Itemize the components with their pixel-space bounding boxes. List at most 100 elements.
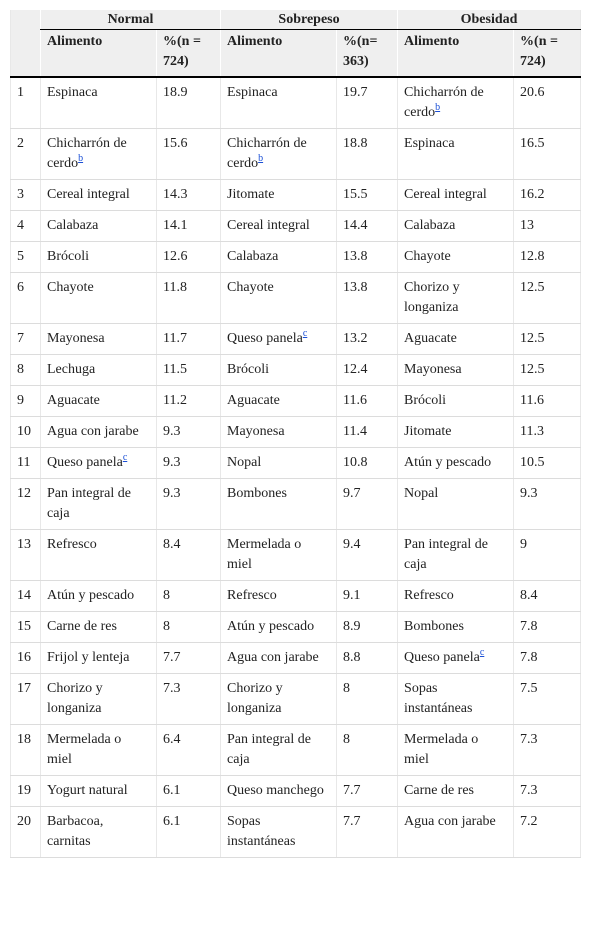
food-name: Cereal integral (227, 218, 310, 233)
food-name: Nopal (404, 486, 439, 501)
rank-cell: 3 (10, 179, 41, 211)
food-name: Atún y pescado (404, 455, 492, 470)
footnote-link[interactable]: b (78, 153, 84, 165)
food-name: Atún y pescado (227, 619, 315, 634)
percent-cell: 7.5 (513, 673, 581, 725)
food-cell: Queso manchego (220, 775, 337, 807)
food-cell: Pan integral de caja (220, 724, 337, 776)
food-cell: Espinaca (397, 128, 514, 180)
rank-cell: 9 (10, 385, 41, 417)
food-cell: Chorizo y longaniza (220, 673, 337, 725)
percent-cell: 18.9 (155, 77, 221, 129)
table-row: 4 Calabaza 14.1 Cereal integral 14.4 Calabaza… (10, 210, 581, 242)
rank-cell: 19 (10, 775, 41, 807)
rank-cell: 7 (10, 323, 41, 355)
table-row: 12 Pan integral de caja 9.3 Bombones 9.7 Nopa… (10, 478, 581, 530)
percent-cell: 12.4 (336, 354, 398, 386)
food-name: Refresco (404, 588, 454, 603)
percent-cell: 9.7 (336, 478, 398, 530)
food-cell: Chorizo y longaniza (397, 272, 514, 324)
food-cell: Mermelada o miel (40, 724, 157, 776)
table-row: 16 Frijol y lenteja 7.7 Agua con jarabe 8.8 Q… (10, 642, 581, 674)
food-cell: Atún y pescado (220, 611, 337, 643)
food-cell: Nopal (220, 447, 337, 479)
food-name: Lechuga (47, 362, 96, 377)
footnote-link[interactable]: c (122, 452, 128, 464)
column-header: %(n= 363) (336, 29, 398, 78)
food-name: Pan integral de caja (227, 732, 311, 767)
food-name: Chorizo y longaniza (47, 681, 103, 716)
footnote-link[interactable]: b (258, 153, 264, 165)
column-header: %(n = 724) (513, 29, 581, 78)
food-name: Sopas instantáneas (404, 681, 473, 716)
food-cell: Agua con jarabe (220, 642, 337, 674)
percent-cell: 9.3 (155, 478, 221, 530)
percent-cell: 7.7 (336, 775, 398, 807)
food-cell: Atún y pescado (397, 447, 514, 479)
column-header: Alimento (220, 29, 337, 78)
rank-cell: 13 (10, 529, 41, 581)
percent-cell: 16.2 (513, 179, 581, 211)
footnote: c (303, 326, 307, 339)
column-header-row: Alimento %(n = 724) Alimento %(n= 363) A… (10, 29, 581, 78)
table-body: 1 Espinaca 18.9 Espinaca 19.7 Chicharrón de c… (10, 77, 581, 858)
percent-cell: 7.3 (155, 673, 221, 725)
footnote: b (435, 100, 440, 113)
percent-cell: 9.3 (155, 416, 221, 448)
food-cell: Frijol y lenteja (40, 642, 157, 674)
food-cell: Refresco (220, 580, 337, 612)
group-header: Obesidad (397, 10, 581, 30)
food-name: Jitomate (227, 187, 275, 202)
percent-cell: 13 (513, 210, 581, 242)
percent-cell: 11.4 (336, 416, 398, 448)
percent-cell: 13.8 (336, 272, 398, 324)
percent-cell: 7.8 (513, 642, 581, 674)
rank-cell: 2 (10, 128, 41, 180)
food-cell: Calabaza (40, 210, 157, 242)
footnote-link[interactable]: c (479, 647, 485, 659)
table-row: 9 Aguacate 11.2 Aguacate 11.6 Brócoli 11.6 (10, 385, 581, 417)
food-name: Aguacate (404, 331, 457, 346)
percent-cell: 7.8 (513, 611, 581, 643)
food-name: Bombones (227, 486, 287, 501)
percent-cell: 8.4 (513, 580, 581, 612)
food-cell: Cereal integral (397, 179, 514, 211)
rank-cell: 16 (10, 642, 41, 674)
table-row: 13 Refresco 8.4 Mermelada o miel 9.4 Pan inte… (10, 529, 581, 581)
percent-cell: 12.6 (155, 241, 221, 273)
group-header: Normal (39, 10, 221, 30)
food-cell: Espinaca (40, 77, 157, 129)
footnote: c (480, 645, 484, 658)
table-row: 19 Yogurt natural 6.1 Queso manchego 7.7 Carn… (10, 775, 581, 807)
food-name: Queso panela (227, 331, 303, 346)
table-row: 17 Chorizo y longaniza 7.3 Chorizo y longan… (10, 673, 581, 725)
data-table: Normal Sobrepeso Obesidad Alimento %(n =… (10, 10, 582, 858)
percent-cell: 8 (155, 580, 221, 612)
food-name: Carne de res (404, 783, 474, 798)
percent-cell: 9 (513, 529, 581, 581)
percent-cell: 7.7 (336, 806, 398, 858)
food-cell: Carne de res (40, 611, 157, 643)
food-name: Agua con jarabe (404, 814, 496, 829)
footnote-link[interactable]: b (435, 102, 441, 114)
food-name: Brócoli (227, 362, 270, 377)
food-name: Agua con jarabe (227, 650, 319, 665)
food-name: Mermelada o miel (227, 537, 302, 572)
food-cell: Chicharrón de cerdob (220, 128, 337, 180)
percent-cell: 9.3 (513, 478, 581, 530)
food-cell: Brócoli (40, 241, 157, 273)
footnote-link[interactable]: c (302, 328, 308, 340)
food-cell: Refresco (40, 529, 157, 581)
food-cell: Mayonesa (220, 416, 337, 448)
percent-cell: 15.5 (336, 179, 398, 211)
food-name: Agua con jarabe (47, 424, 139, 439)
footnote: c (123, 450, 127, 463)
food-name: Mermelada o miel (404, 732, 479, 767)
percent-cell: 18.8 (336, 128, 398, 180)
percent-cell: 14.1 (155, 210, 221, 242)
percent-cell: 10.8 (336, 447, 398, 479)
rank-cell: 1 (10, 77, 41, 129)
food-cell: Aguacate (40, 385, 157, 417)
food-name: Nopal (227, 455, 262, 470)
food-name: Sopas instantáneas (227, 814, 296, 849)
